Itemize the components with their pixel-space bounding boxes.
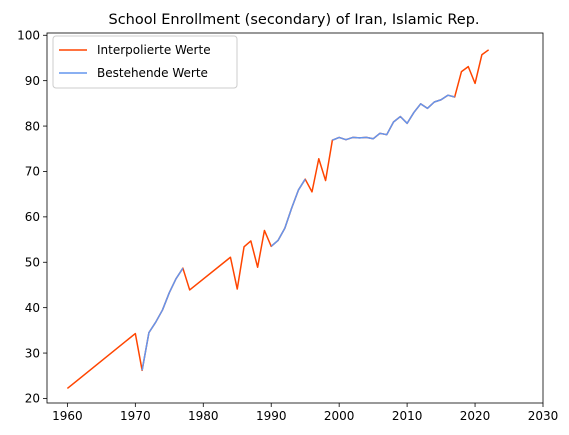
legend-label-interpolated: Interpolierte Werte	[97, 43, 211, 57]
series-line-interpolated	[66, 49, 490, 390]
y-tick-label: 70	[25, 165, 40, 179]
series-line-existing	[270, 178, 306, 247]
y-axis: 20 30 40 50 60 70 80 90 100	[17, 28, 47, 406]
series-line-existing	[332, 94, 455, 141]
y-tick-label: 40	[25, 301, 40, 315]
plot-area	[46, 32, 544, 404]
x-tick-label: 2020	[460, 409, 491, 423]
y-tick-label: 50	[25, 255, 40, 269]
x-axis: 1960 1970 1980 1990 2000 2010 2020 2030	[52, 403, 558, 423]
y-tick-label: 80	[25, 119, 40, 133]
x-tick-label: 2000	[324, 409, 355, 423]
x-tick-label: 1990	[256, 409, 287, 423]
chart-title: School Enrollment (secondary) of Iran, I…	[108, 12, 479, 28]
y-tick-label: 20	[25, 392, 40, 406]
x-tick-label: 2010	[392, 409, 423, 423]
series-line-existing	[141, 267, 184, 371]
y-tick-label: 30	[25, 346, 40, 360]
x-tick-label: 2030	[528, 409, 559, 423]
axes-frame	[46, 32, 544, 404]
x-tick-label: 1970	[120, 409, 151, 423]
y-tick-label: 100	[17, 28, 40, 42]
legend: Interpolierte Werte Bestehende Werte	[52, 35, 238, 89]
y-tick-label: 60	[25, 210, 40, 224]
legend-label-existing: Bestehende Werte	[97, 66, 208, 80]
x-tick-label: 1980	[188, 409, 219, 423]
y-tick-label: 90	[25, 74, 40, 88]
x-tick-label: 1960	[52, 409, 83, 423]
legend-box	[52, 35, 238, 89]
